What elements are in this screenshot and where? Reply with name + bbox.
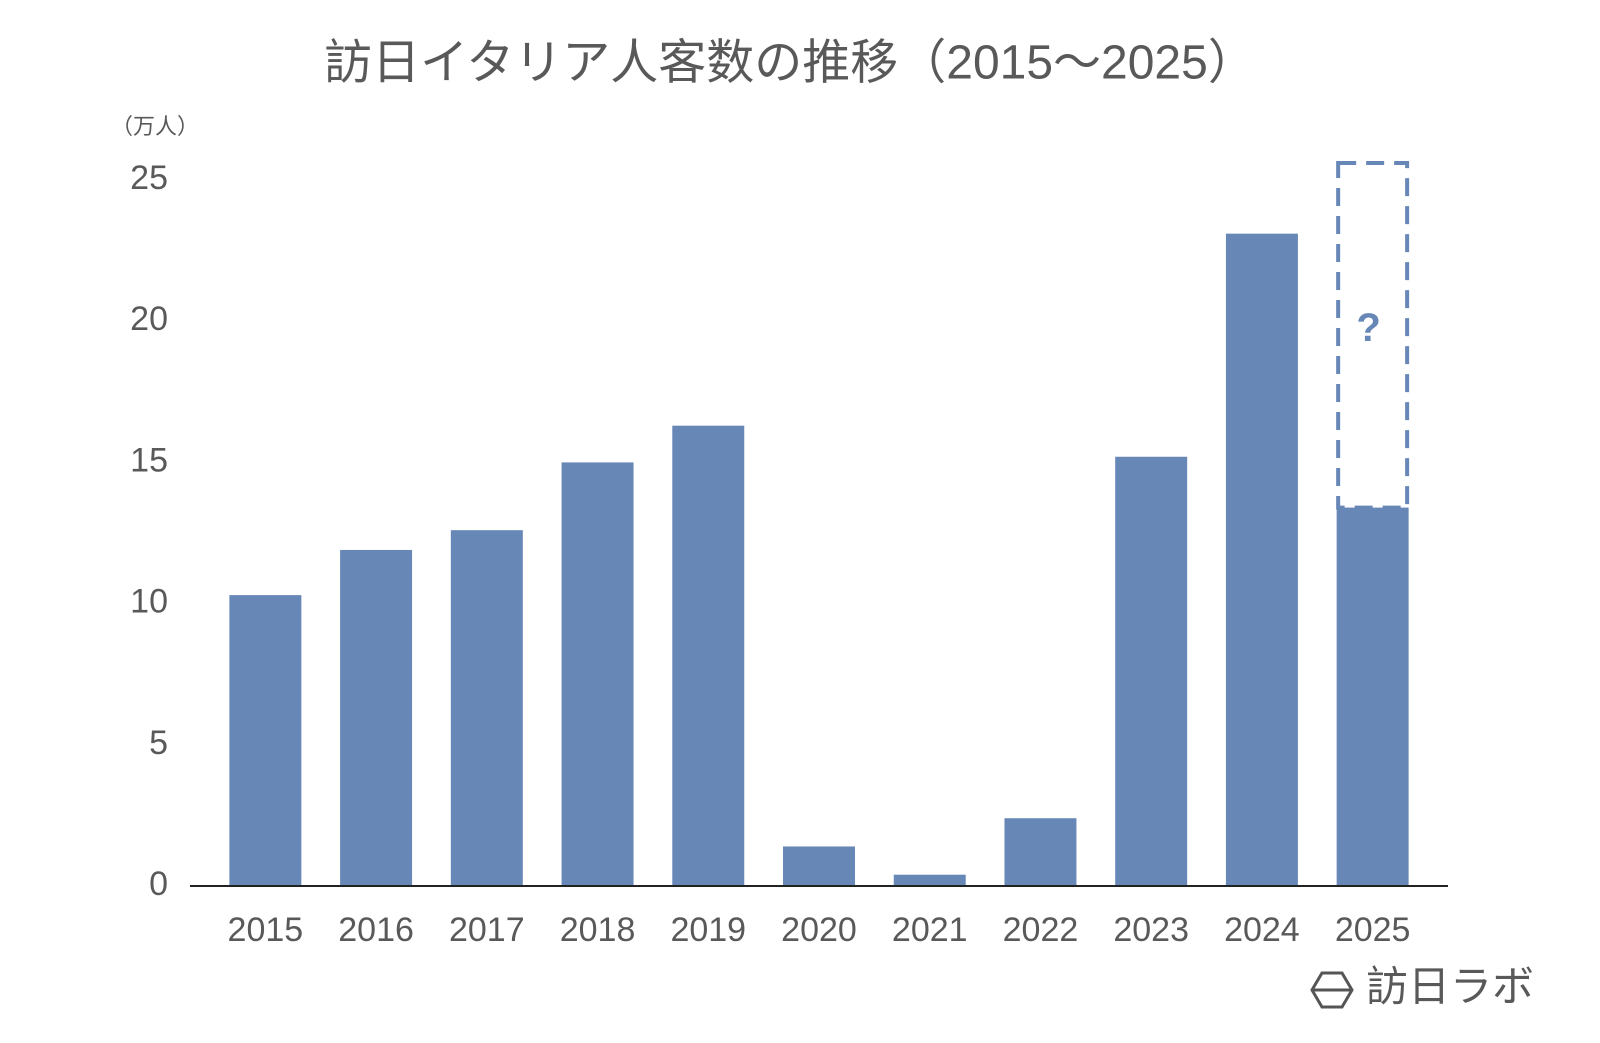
x-tick-label: 2025 [1335,911,1411,949]
chart-title: 訪日イタリア人客数の推移（2015～2025） [324,37,1256,90]
x-tick-label: 2016 [338,911,414,949]
y-tick-label: 0 [149,865,168,903]
bar [229,595,302,886]
bar [561,462,634,886]
bar [672,425,745,886]
y-tick-label: 25 [130,159,168,197]
bar [783,846,855,886]
bar [450,530,523,886]
bar [1336,507,1409,886]
projected-bar [1336,161,1410,510]
watermark: 訪日ラボ [1366,963,1534,1010]
x-tick-label: 2015 [228,911,304,949]
bar [1004,818,1077,886]
bar [1115,456,1188,886]
x-tick-label: 2021 [892,911,968,949]
bar [1225,233,1298,886]
y-axis-label: （万人） [111,114,199,139]
x-tick-label: 2018 [560,911,636,949]
x-tick-label: 2020 [781,911,857,949]
x-tick-label: 2023 [1113,911,1189,949]
bar [893,874,966,886]
x-tick-label: 2022 [1003,911,1079,949]
y-tick-label: 10 [130,583,168,621]
logo [1310,971,1354,1009]
annotation: ? [1356,306,1380,350]
bar [340,549,413,886]
x-tick-label: 2019 [670,911,746,949]
x-tick-label: 2017 [449,911,525,949]
y-tick-label: 20 [130,300,168,338]
y-tick-label: 5 [149,724,168,762]
x-tick-label: 2024 [1224,911,1300,949]
y-tick-label: 15 [130,441,168,479]
